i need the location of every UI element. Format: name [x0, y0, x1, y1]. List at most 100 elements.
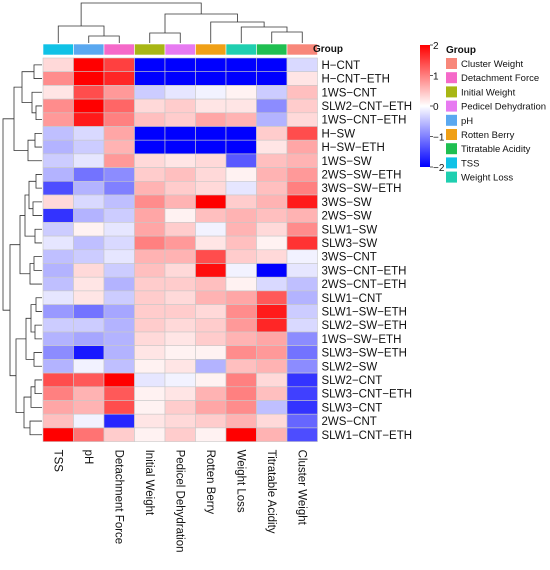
- group-bar-ph: [73, 43, 105, 56]
- cell-h-sw-eth-rotten-berry: [195, 139, 227, 155]
- dendrogram-branch: [25, 317, 34, 360]
- dendrogram-branch: [33, 352, 42, 367]
- cell-h-cnt-eth-initial-weight: [134, 71, 166, 86]
- cell-slw1-sw-eth-tss: [42, 304, 74, 319]
- cell-slw3-cnt-eth-pedicel-dehydration: [164, 386, 196, 401]
- legend-swatch-cluster-weight: [446, 58, 457, 69]
- dendrogram-branch: [31, 91, 42, 114]
- row-label: SLW1−CNT: [322, 293, 383, 305]
- cell-2ws-sw-eth-rotten-berry: [195, 167, 227, 182]
- cell-1ws-cnt-eth-pedicel-dehydration: [164, 112, 196, 127]
- cell-h-sw-eth-tss: [42, 139, 74, 155]
- cell-h-cnt-initial-weight: [134, 57, 166, 72]
- column-label: TSS: [51, 450, 63, 473]
- cell-slw1-sw-rotten-berry: [195, 222, 227, 237]
- cell-slw1-sw-weight-loss: [225, 222, 257, 237]
- dendrogram-branch: [15, 338, 26, 413]
- cell-slw3-cnt-weight-loss: [225, 400, 257, 415]
- row-label: SLW1−SW−ETH: [322, 306, 407, 318]
- cell-slw2-cnt-weight-loss: [225, 372, 257, 388]
- cell-2ws-sw-detachment-force: [103, 208, 135, 223]
- row-label: H−CNT: [322, 60, 361, 72]
- cell-slw1-cnt-pedicel-dehydration: [164, 290, 196, 305]
- cell-1ws-cnt-eth-ph: [73, 112, 105, 127]
- cell-slw2-sw-eth-titratable-acidity: [256, 317, 288, 333]
- cell-2ws-cnt-titratable-acidity: [256, 413, 288, 429]
- cell-slw1-sw-eth-detachment-force: [103, 304, 135, 319]
- cell-1ws-sw-initial-weight: [134, 153, 166, 168]
- cell-3ws-cnt-eth-weight-loss: [225, 263, 257, 278]
- cell-h-cnt-ph: [73, 57, 105, 72]
- dendrogram-branch: [34, 228, 42, 244]
- dendrogram-branch: [29, 420, 42, 436]
- cell-slw3-sw-titratable-acidity: [256, 235, 288, 251]
- cell-h-cnt-eth-pedicel-dehydration: [164, 71, 196, 86]
- cell-slw1-cnt-eth-rotten-berry: [195, 427, 227, 442]
- color-scale-ticks: 2 1 0 −1 −2: [430, 41, 445, 174]
- row-label: 2WS−CNT−ETH: [322, 279, 407, 291]
- dendrogram-branch: [28, 180, 36, 210]
- cell-3ws-sw-weight-loss: [225, 194, 257, 209]
- dendrogram-branch: [80, 2, 202, 26]
- cell-2ws-cnt-eth-weight-loss: [225, 276, 257, 292]
- cell-slw2-cnt-eth-titratable-acidity: [256, 98, 288, 114]
- group-bar-titratable-acidity: [256, 43, 288, 56]
- cell-3ws-cnt-initial-weight: [134, 249, 166, 264]
- cell-h-sw-weight-loss: [225, 126, 257, 141]
- cell-2ws-sw-initial-weight: [134, 208, 166, 223]
- row-label: SLW2−CNT−ETH: [322, 101, 413, 113]
- cell-1ws-cnt-eth-initial-weight: [134, 112, 166, 127]
- cell-2ws-cnt-ph: [73, 413, 105, 429]
- column-label: pH: [82, 450, 94, 465]
- row-label: 2WS−SW−ETH: [322, 169, 402, 181]
- cell-slw1-cnt-eth-cluster-weight: [286, 427, 318, 442]
- cell-3ws-cnt-eth-detachment-force: [103, 263, 135, 278]
- cell-1ws-sw-titratable-acidity: [256, 153, 288, 168]
- cell-slw1-cnt-detachment-force: [103, 290, 135, 305]
- cell-slw1-cnt-eth-pedicel-dehydration: [164, 427, 196, 442]
- row-label: H−SW−ETH: [322, 142, 385, 154]
- cell-2ws-sw-eth-pedicel-dehydration: [164, 167, 196, 182]
- row-label: SLW1−SW: [322, 224, 378, 236]
- dendrogram-branch: [57, 25, 105, 43]
- cell-slw2-cnt-eth-initial-weight: [134, 98, 166, 114]
- cell-1ws-cnt-tss: [42, 85, 74, 100]
- cell-2ws-cnt-eth-ph: [73, 276, 105, 292]
- row-label: SLW3−CNT−ETH: [322, 389, 413, 401]
- dendrogram-branch: [34, 132, 42, 148]
- group-bar-weight-loss: [225, 43, 257, 56]
- column-label: Weight Loss: [234, 450, 246, 513]
- cell-1ws-cnt-eth-cluster-weight: [286, 112, 318, 127]
- cell-slw2-sw-initial-weight: [134, 359, 166, 374]
- cell-3ws-cnt-tss: [42, 249, 74, 264]
- row-label: 1WS−SW−ETH: [322, 334, 402, 346]
- cell-slw1-sw-pedicel-dehydration: [164, 222, 196, 237]
- cell-slw2-cnt-eth-rotten-berry: [195, 98, 227, 114]
- cell-slw3-sw-weight-loss: [225, 235, 257, 251]
- cell-slw2-sw-detachment-force: [103, 359, 135, 374]
- column-label: Titratable Acidity: [265, 450, 277, 534]
- cell-1ws-sw-eth-titratable-acidity: [256, 331, 288, 346]
- cell-slw3-sw-rotten-berry: [195, 235, 227, 251]
- cell-slw3-cnt-pedicel-dehydration: [164, 400, 196, 415]
- cell-slw2-cnt-eth-tss: [42, 98, 74, 114]
- cell-2ws-sw-cluster-weight: [286, 208, 318, 223]
- row-label: H−SW: [322, 128, 356, 140]
- cell-slw3-sw-cluster-weight: [286, 235, 318, 251]
- cell-slw1-cnt-eth-detachment-force: [103, 427, 135, 442]
- cell-2ws-sw-tss: [42, 208, 74, 223]
- cell-3ws-sw-eth-tss: [42, 181, 74, 196]
- cell-h-cnt-eth-cluster-weight: [286, 71, 318, 86]
- cell-h-cnt-cluster-weight: [286, 57, 318, 72]
- dendrogram-branch: [9, 244, 20, 377]
- row-label: 1WS−CNT: [322, 87, 377, 99]
- cell-2ws-cnt-detachment-force: [103, 413, 135, 429]
- cell-slw3-sw-ph: [73, 235, 105, 251]
- cell-3ws-cnt-cluster-weight: [286, 249, 318, 264]
- cell-slw2-cnt-eth-cluster-weight: [286, 98, 318, 114]
- cell-slw1-sw-eth-rotten-berry: [195, 304, 227, 319]
- dendrogram-branch: [29, 263, 42, 285]
- cell-slw1-cnt-eth-tss: [42, 427, 74, 442]
- cell-slw2-cnt-detachment-force: [103, 372, 135, 388]
- cell-3ws-sw-tss: [42, 194, 74, 209]
